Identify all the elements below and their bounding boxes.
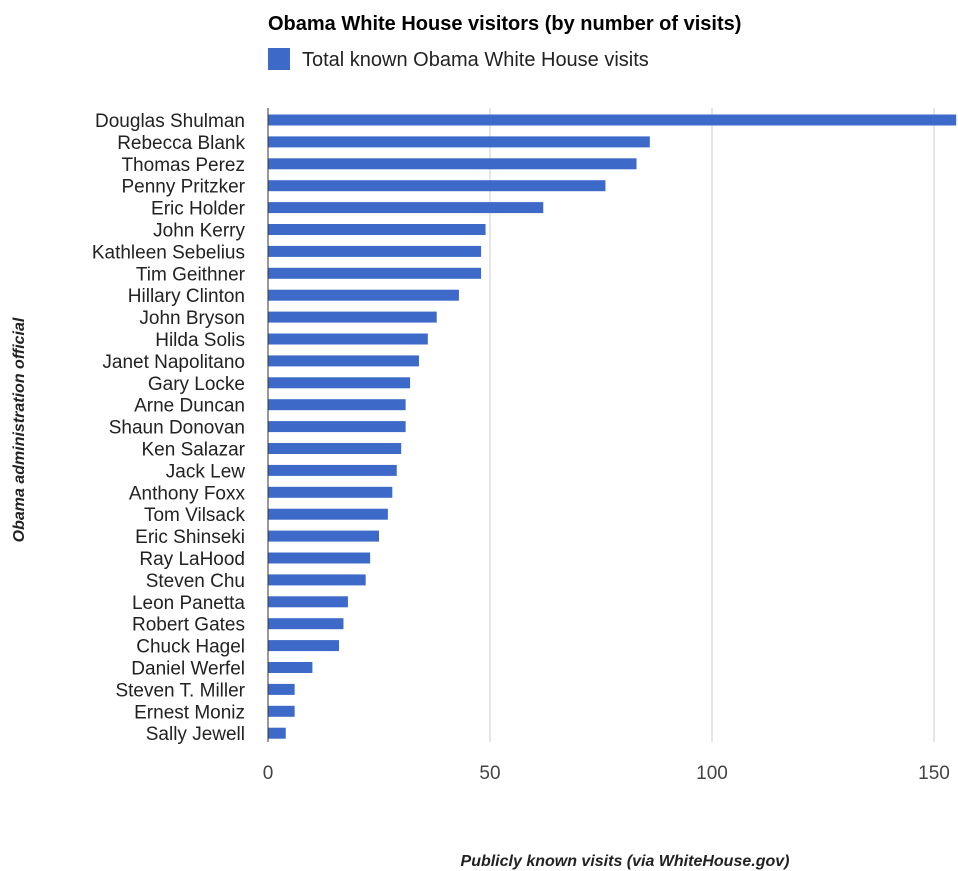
- bar: [268, 180, 606, 192]
- bar: [268, 596, 348, 608]
- legend: Total known Obama White House visits: [268, 48, 649, 71]
- tick-labels: 0 50 100 150: [263, 763, 950, 784]
- bar: [268, 443, 402, 454]
- category-label: Jack Lew: [166, 461, 245, 482]
- bar: [268, 464, 397, 476]
- legend-swatch: [268, 48, 290, 70]
- category-label: Arne Duncan: [134, 396, 245, 417]
- bar: [268, 727, 286, 739]
- bars: [268, 114, 957, 739]
- y-axis-title: Obama administration official: [11, 317, 28, 542]
- category-label: Tom Vilsack: [144, 505, 246, 526]
- category-label: John Bryson: [139, 308, 245, 329]
- x-tick-label: 100: [696, 763, 728, 784]
- category-label: Anthony Foxx: [129, 483, 246, 504]
- category-label: Hilda Solis: [155, 330, 245, 351]
- bar: [268, 552, 371, 564]
- category-label: Janet Napolitano: [102, 352, 245, 373]
- bar: [268, 267, 482, 279]
- bar: [268, 224, 486, 235]
- category-label: Ray LaHood: [139, 549, 245, 570]
- bar: [268, 618, 344, 630]
- bar: [268, 640, 340, 652]
- gridlines: [489, 108, 935, 742]
- bar: [268, 508, 388, 520]
- bar: [268, 421, 406, 433]
- category-label: Chuck Hagel: [136, 637, 245, 658]
- bar: [268, 289, 459, 301]
- x-tick-label: 0: [263, 763, 274, 784]
- bar: [268, 311, 437, 323]
- category-label: Sally Jewell: [146, 724, 245, 745]
- bar: [268, 486, 393, 498]
- bar: [268, 530, 379, 542]
- category-label: Ernest Moniz: [134, 702, 245, 723]
- category-label: Daniel Werfel: [131, 659, 245, 680]
- category-label: Penny Pritzker: [121, 177, 245, 198]
- x-tick-label: 50: [479, 763, 500, 784]
- category-label: Gary Locke: [148, 374, 245, 395]
- category-label: Thomas Perez: [121, 155, 245, 176]
- bar: [268, 333, 428, 345]
- category-label: Shaun Donovan: [109, 418, 245, 439]
- bar: [268, 574, 366, 586]
- category-label: Kathleen Sebelius: [92, 242, 245, 263]
- bar: [268, 355, 419, 367]
- bar: [268, 202, 544, 214]
- category-label: Douglas Shulman: [95, 111, 245, 132]
- bar: [268, 662, 313, 673]
- legend-label: Total known Obama White House visits: [302, 49, 649, 71]
- bar: [268, 399, 406, 411]
- category-label: Eric Holder: [151, 199, 246, 220]
- bar: [268, 158, 637, 170]
- category-label: Rebecca Blank: [117, 133, 245, 154]
- bar: [268, 683, 295, 695]
- bar: [268, 377, 411, 389]
- x-axis-title: Publicly known visits (via WhiteHouse.go…: [461, 853, 790, 870]
- category-label: John Kerry: [153, 221, 245, 242]
- bar: [268, 245, 482, 257]
- category-label: Leon Panetta: [132, 593, 245, 614]
- bar: [268, 705, 295, 717]
- bar: [268, 136, 650, 148]
- category-label: Eric Shinseki: [135, 527, 245, 548]
- category-label: Hillary Clinton: [128, 286, 245, 307]
- category-label: Ken Salazar: [141, 440, 245, 461]
- category-label: Robert Gates: [132, 615, 245, 636]
- category-label: Steven Chu: [146, 571, 245, 592]
- category-label: Tim Geithner: [136, 264, 246, 285]
- category-label: Steven T. Miller: [115, 680, 245, 701]
- chart-title: Obama White House visitors (by number of…: [268, 13, 741, 35]
- x-tick-label: 150: [918, 763, 950, 784]
- bar: [268, 114, 957, 126]
